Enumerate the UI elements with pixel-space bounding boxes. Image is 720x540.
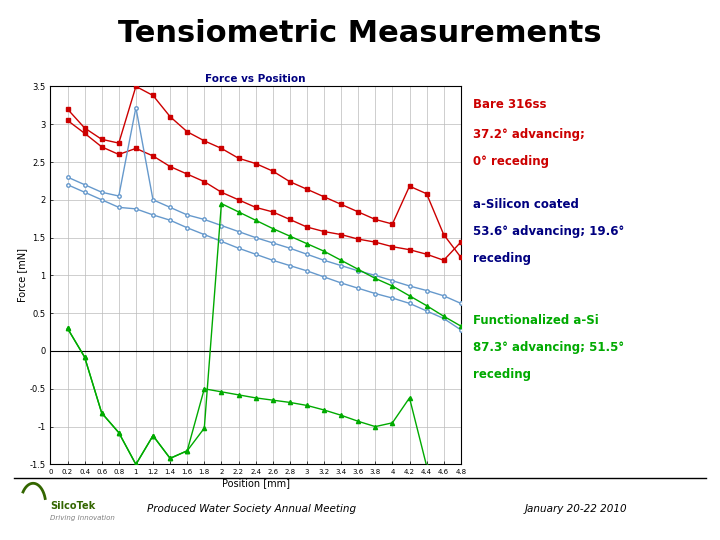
Text: receding: receding xyxy=(473,252,531,265)
Title: Force vs Position: Force vs Position xyxy=(205,74,306,84)
Text: 37.2° advancing;: 37.2° advancing; xyxy=(473,127,585,141)
Text: Functionalized a-Si: Functionalized a-Si xyxy=(473,314,599,327)
X-axis label: Position [mm]: Position [mm] xyxy=(222,478,289,488)
Text: Produced Water Society Annual Meeting: Produced Water Society Annual Meeting xyxy=(148,504,356,514)
Y-axis label: Force [mN]: Force [mN] xyxy=(17,248,27,302)
Text: 87.3° advancing; 51.5°: 87.3° advancing; 51.5° xyxy=(473,341,624,354)
Text: January 20-22 2010: January 20-22 2010 xyxy=(525,504,627,514)
Text: 53.6° advancing; 19.6°: 53.6° advancing; 19.6° xyxy=(473,225,624,238)
Text: 0° receding: 0° receding xyxy=(473,154,549,168)
Text: Bare 316ss: Bare 316ss xyxy=(473,98,546,111)
Text: Driving Innovation: Driving Innovation xyxy=(50,515,115,522)
Text: a-Silicon coated: a-Silicon coated xyxy=(473,198,579,211)
Text: receding: receding xyxy=(473,368,531,381)
Text: Tensiometric Measurements: Tensiometric Measurements xyxy=(118,19,602,48)
Text: SilcoTek: SilcoTek xyxy=(50,501,96,511)
